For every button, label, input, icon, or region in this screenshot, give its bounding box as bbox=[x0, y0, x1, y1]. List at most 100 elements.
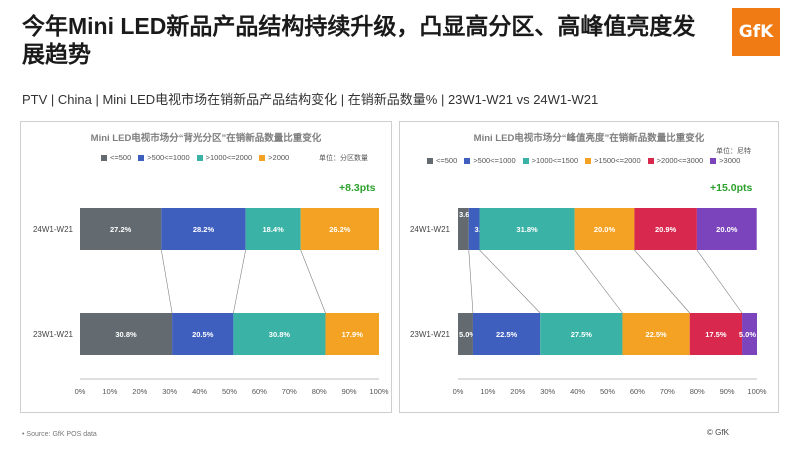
connector-line bbox=[161, 249, 173, 314]
legend-label: >2000 bbox=[268, 153, 290, 162]
legend-label: >500<=1000 bbox=[473, 156, 516, 165]
legend-item: >1000<=1500 bbox=[522, 156, 579, 165]
x-tick-label: 30% bbox=[540, 387, 555, 396]
connector-line bbox=[479, 249, 541, 314]
legend-item: >2000 bbox=[259, 153, 289, 162]
legend-label: >3000 bbox=[719, 156, 741, 165]
plot-area: 0% 10% 20% 30% 40% 50% 60% 70% 80% 90% 100% 24W1-W2… bbox=[33, 208, 389, 396]
chart-title: Mini LED电视市场分“峰值亮度”在销新品数量比重变化 bbox=[473, 133, 705, 144]
data-label: 27.2% bbox=[110, 225, 132, 234]
x-tick-label: 20% bbox=[132, 387, 147, 396]
legend-item: >500<=1000 bbox=[464, 156, 516, 165]
data-label: 28.2% bbox=[193, 225, 215, 234]
x-tick-label: 70% bbox=[660, 387, 675, 396]
connector-line bbox=[233, 249, 246, 314]
connector-line bbox=[300, 249, 326, 314]
connector-line bbox=[468, 249, 474, 314]
gfk-logo: GfK bbox=[732, 8, 780, 56]
x-tick-label: 10% bbox=[480, 387, 495, 396]
category-label: 23W1-W21 bbox=[33, 330, 74, 339]
x-tick-label: 20% bbox=[510, 387, 525, 396]
slide-title: 今年Mini LED新品产品结构持续升级，凸显高分区、高峰值亮度发展趋势 bbox=[22, 13, 696, 67]
data-label: 3.6% bbox=[459, 210, 476, 219]
legend-item: >1000<=2000 bbox=[196, 153, 253, 162]
data-label: 17.5% bbox=[705, 330, 727, 339]
bar-segment bbox=[468, 208, 480, 250]
backlight-zones-chart-panel: Mini LED电视市场分“背光分区”在销新品数量比重变化 <=500 >500… bbox=[20, 121, 392, 413]
bar-segment bbox=[245, 208, 301, 250]
bar-segment bbox=[622, 313, 690, 355]
bar-segment bbox=[161, 208, 246, 250]
x-tick-label: 100% bbox=[747, 387, 767, 396]
x-tick-label: 80% bbox=[690, 387, 705, 396]
unit-note: 单位：分区数量 bbox=[319, 155, 368, 162]
legend-label: >500<=1000 bbox=[147, 153, 190, 162]
x-tick-label: 100% bbox=[369, 387, 389, 396]
x-tick-label: 90% bbox=[342, 387, 357, 396]
legend-label: >1000<=2000 bbox=[205, 153, 253, 162]
x-tick-label: 90% bbox=[720, 387, 735, 396]
legend-swatch bbox=[464, 157, 471, 164]
change-annotation: +8.3pts bbox=[339, 182, 376, 194]
x-tick-label: 50% bbox=[600, 387, 615, 396]
legend-label: <=500 bbox=[436, 156, 458, 165]
legend-label: <=500 bbox=[110, 153, 132, 162]
chart-legend: <=500 >500<=1000 >1000<=1500 >1500<=2000… bbox=[427, 156, 740, 165]
data-label: 18.4% bbox=[263, 225, 285, 234]
bar-segment bbox=[540, 313, 623, 355]
legend-item: <=500 bbox=[427, 156, 457, 165]
data-label: 31.8% bbox=[516, 225, 538, 234]
bar-segment bbox=[458, 208, 469, 250]
legend-item: >1500<=2000 bbox=[585, 156, 641, 165]
legend-swatch bbox=[259, 154, 266, 161]
bar-segment bbox=[479, 208, 575, 250]
peak-brightness-chart-panel: Mini LED电视市场分“峰值亮度”在销新品数量比重变化 <=500 >500… bbox=[399, 121, 779, 413]
data-label: 20.0% bbox=[716, 225, 738, 234]
legend-item: >2000<=3000 bbox=[647, 156, 703, 165]
change-annotation: +15.0pts bbox=[710, 182, 753, 194]
bar-segment bbox=[458, 313, 473, 355]
x-tick-label: 80% bbox=[312, 387, 327, 396]
unit-note: 单位：尼特 bbox=[716, 148, 751, 155]
category-label: 23W1-W21 bbox=[410, 330, 451, 339]
x-tick-label: 30% bbox=[162, 387, 177, 396]
legend-swatch bbox=[710, 157, 717, 164]
data-label: 20.9% bbox=[655, 225, 677, 234]
bar-segment bbox=[300, 208, 379, 250]
bar-segment bbox=[696, 208, 757, 250]
bar-segment bbox=[472, 313, 541, 355]
category-label: 24W1-W21 bbox=[410, 225, 451, 234]
connector-line bbox=[696, 249, 743, 314]
bar-segment bbox=[634, 208, 697, 250]
data-label: 17.9% bbox=[342, 330, 364, 339]
legend-item: <=500 bbox=[101, 153, 131, 162]
data-label: 20.5% bbox=[192, 330, 214, 339]
data-label: 22.5% bbox=[496, 330, 518, 339]
bar-segment bbox=[80, 208, 162, 250]
data-label: 27.5% bbox=[571, 330, 593, 339]
slide-subtitle: PTV | China | Mini LED电视市场在销新品产品结构变化 | 在… bbox=[22, 92, 599, 107]
legend-swatch bbox=[101, 154, 107, 161]
data-label: 26.2% bbox=[329, 225, 351, 234]
plot-area: 0% 10% 20% 30% 40% 50% 60% 70% 80% 90% 100% 24W1-W2… bbox=[410, 208, 767, 396]
data-label: 5.0% bbox=[739, 330, 756, 339]
bar-segment bbox=[325, 313, 379, 355]
bar-segment bbox=[172, 313, 234, 355]
data-label: 30.8% bbox=[115, 330, 137, 339]
x-tick-label: 50% bbox=[222, 387, 237, 396]
legend-swatch bbox=[427, 157, 433, 164]
bar-segment bbox=[742, 313, 757, 355]
x-tick-label: 0% bbox=[75, 387, 86, 396]
legend-swatch bbox=[585, 157, 592, 164]
data-label: 22.5% bbox=[645, 330, 667, 339]
legend-swatch bbox=[522, 157, 529, 164]
chart-title: Mini LED电视市场分“背光分区”在销新品数量比重变化 bbox=[90, 133, 322, 144]
copyright: © GfK bbox=[707, 428, 729, 437]
bar-segment bbox=[80, 313, 173, 355]
legend-item: >500<=1000 bbox=[138, 153, 190, 162]
data-label: 5.0% bbox=[459, 330, 476, 339]
connector-line bbox=[634, 249, 690, 314]
bar-segment bbox=[233, 313, 326, 355]
legend-label: >1000<=1500 bbox=[531, 156, 579, 165]
legend-swatch bbox=[647, 157, 654, 164]
